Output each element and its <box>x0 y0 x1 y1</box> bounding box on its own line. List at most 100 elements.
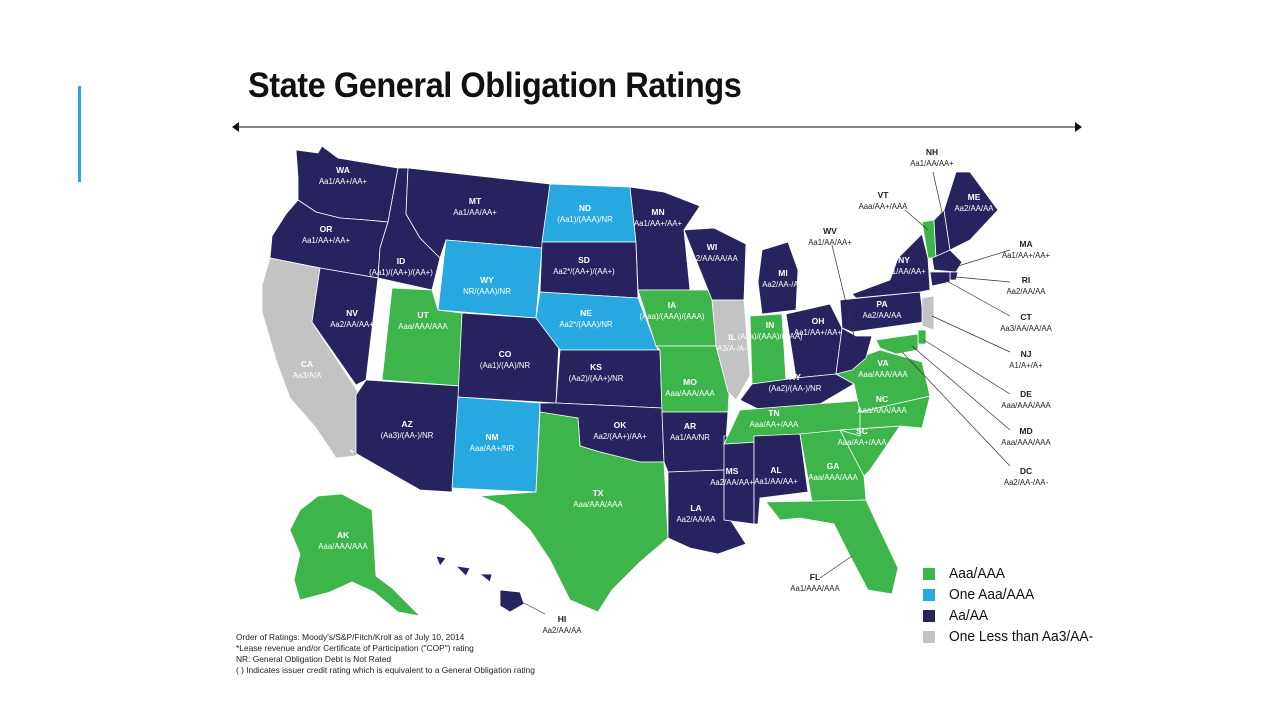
state-label-hi: HI Aa2/AA/AA <box>542 614 582 635</box>
state-code: SC <box>856 426 868 436</box>
state-rating: Aaa/AA+/NR <box>470 444 515 453</box>
state-code: MT <box>469 196 482 206</box>
leader-line-nj <box>931 315 1011 353</box>
state-shape-nd <box>541 183 637 243</box>
state-code: DC <box>1020 466 1032 476</box>
legend-item: One Less than Aa3/AA- <box>923 626 1106 647</box>
state-rating: (Aaa)/(AAA)/(AAA) <box>640 312 705 321</box>
state-label-nh: NH Aa1/AA/AA+ <box>910 147 954 168</box>
state-code: ND <box>579 203 591 213</box>
state-label-nm: NM Aaa/AA+/NR <box>470 432 515 453</box>
legend-item: Aa/AA <box>923 605 1106 626</box>
state-rating: Aa2/AA-/AA- <box>1004 478 1049 487</box>
state-label-de: DE Aaa/AAA/AAA <box>1001 389 1051 410</box>
leader-line-nh <box>932 171 946 227</box>
state-rating: Aa2/(AA+)/AA+ <box>593 432 647 441</box>
state-rating: Aa1/AAA/AAA <box>790 584 840 593</box>
state-rating: Aa1/AA/AA+ <box>882 267 926 276</box>
state-code: WI <box>707 242 717 252</box>
state-rating: Aaa/AAA/AAA <box>1001 401 1051 410</box>
state-label-ca: CA Aa3/A/A <box>293 359 322 380</box>
state-code: AK <box>337 530 350 540</box>
leader-line-hi <box>521 601 546 615</box>
state-shape-tx <box>479 411 669 613</box>
footnote-order: Order of Ratings: Moody's/S&P/Fitch/Krol… <box>236 632 465 642</box>
state-rating: Aa1/AA/AA+ <box>754 477 798 486</box>
state-rating: Aaa/AAA/AAA <box>573 500 623 509</box>
map-legend: Aaa/AAA One Aaa/AAA Aa/AA One Less than … <box>923 563 1106 647</box>
state-code: OK <box>614 420 628 430</box>
state-shape-ky <box>739 373 855 411</box>
state-code: AR <box>684 421 696 431</box>
state-label-sd: SD Aa2*/(AA+)/(AA+) <box>553 255 615 276</box>
state-label-wv: WV Aa1/AA/AA+ <box>808 226 852 247</box>
state-rating: Aa1/AA/AA+ <box>910 159 954 168</box>
legend-swatch-one-aaa <box>923 588 935 601</box>
state-code: MO <box>683 377 697 387</box>
state-code: MA <box>1019 239 1032 249</box>
state-code: WY <box>480 275 494 285</box>
state-rating: Aaa/AAA/AAA <box>1001 438 1051 447</box>
state-rating: (Aa3)/(AA-)/NR <box>381 431 434 440</box>
state-rating: (Aaa)/(AAA)/(AAA) <box>738 332 803 341</box>
footnote-nr: NR: General Obligation Debt is Not Rated <box>236 654 392 664</box>
state-code: HI <box>558 614 567 624</box>
state-label-ri: RI Aa2/AA/AA <box>1006 275 1046 296</box>
state-rating: Aa2/AA/AA <box>1006 287 1046 296</box>
state-code: TN <box>768 408 779 418</box>
state-code: DE <box>1020 389 1032 399</box>
legend-item: Aaa/AAA <box>923 563 1106 584</box>
state-rating: Aa3/AA/AA/AA <box>1000 324 1052 333</box>
state-shape-md <box>875 333 919 355</box>
state-code: IA <box>668 300 677 310</box>
state-label-il: IL A3/A-/A- <box>717 332 747 353</box>
state-label-mi: MI Aa2/AA-/AA <box>762 268 804 289</box>
state-label-ms: MS Aa2/AA/AA+ <box>710 466 754 487</box>
state-rating: Aaa/AAA/AAA <box>665 389 715 398</box>
state-label-pa: PA Aa2/AA/AA <box>862 299 902 320</box>
state-code: FL <box>810 572 820 582</box>
state-label-or: OR Aa1/AA+/AA+ <box>302 224 351 245</box>
state-code: AZ <box>401 419 412 429</box>
state-code: GA <box>827 461 840 471</box>
state-label-ar: AR Aa1/AA/NR <box>670 421 710 442</box>
state-code: VA <box>877 358 888 368</box>
legend-swatch-aaa <box>923 567 935 580</box>
leader-line-dc <box>901 351 1011 467</box>
state-label-ga: GA Aaa/AAA/AAA <box>808 461 858 482</box>
state-label-dc: DC Aa2/AA-/AA- <box>1004 466 1049 487</box>
leader-line-md <box>911 345 1011 431</box>
state-label-tx: TX Aaa/AAA/AAA <box>573 488 623 509</box>
state-label-az: AZ (Aa3)/(AA-)/NR <box>381 419 434 440</box>
leader-line-ma <box>957 249 1011 267</box>
state-label-sc: SC Aaa/AA+/AAA <box>838 426 888 447</box>
state-rating: Aaa/AAA/AAA <box>857 406 907 415</box>
state-rating: (Aa1)/(AA)/NR <box>480 361 531 370</box>
state-label-mt: MT Aa1/AA/AA+ <box>453 196 497 217</box>
state-label-co: CO (Aa1)/(AA)/NR <box>480 349 531 370</box>
legend-label: One Aaa/AAA <box>949 586 1035 603</box>
state-shape-co <box>457 312 561 404</box>
state-rating: (Aa1)/(AAA)/NR <box>557 215 613 224</box>
state-rating: Aaa/AA+/AAA <box>750 420 800 429</box>
state-shape-ct <box>929 271 951 287</box>
state-shape-fl <box>765 499 899 595</box>
state-rating: Aa1/AA+/AA+ <box>794 328 843 337</box>
state-label-me: ME Aa2/AA/AA <box>954 192 994 213</box>
state-rating: Aa2/AA/AA <box>542 626 582 635</box>
legend-label: One Less than Aa3/AA- <box>949 628 1094 645</box>
slide-title: State General Obligation Ratings <box>248 66 742 105</box>
state-label-ia: IA (Aaa)/(AAA)/(AAA) <box>640 300 705 321</box>
state-rating: Aa2/AA/AA <box>862 311 902 320</box>
state-code: PA <box>876 299 887 309</box>
state-code: CO <box>499 349 512 359</box>
state-label-ny: NY Aa1/AA/AA+ <box>882 255 926 276</box>
leader-line-vt <box>904 209 929 231</box>
state-label-id: ID (Aa1)/(AA+)/(AA+) <box>369 256 433 277</box>
state-code: NH <box>926 147 938 157</box>
state-rating: Aa2/AA/AA <box>676 515 716 524</box>
slide-accent-bar <box>78 86 81 182</box>
state-rating: Aaa/AA+/AAA <box>838 438 888 447</box>
state-rating: Aa1/AA/AA+ <box>453 208 497 217</box>
state-shape-mi <box>757 241 799 315</box>
